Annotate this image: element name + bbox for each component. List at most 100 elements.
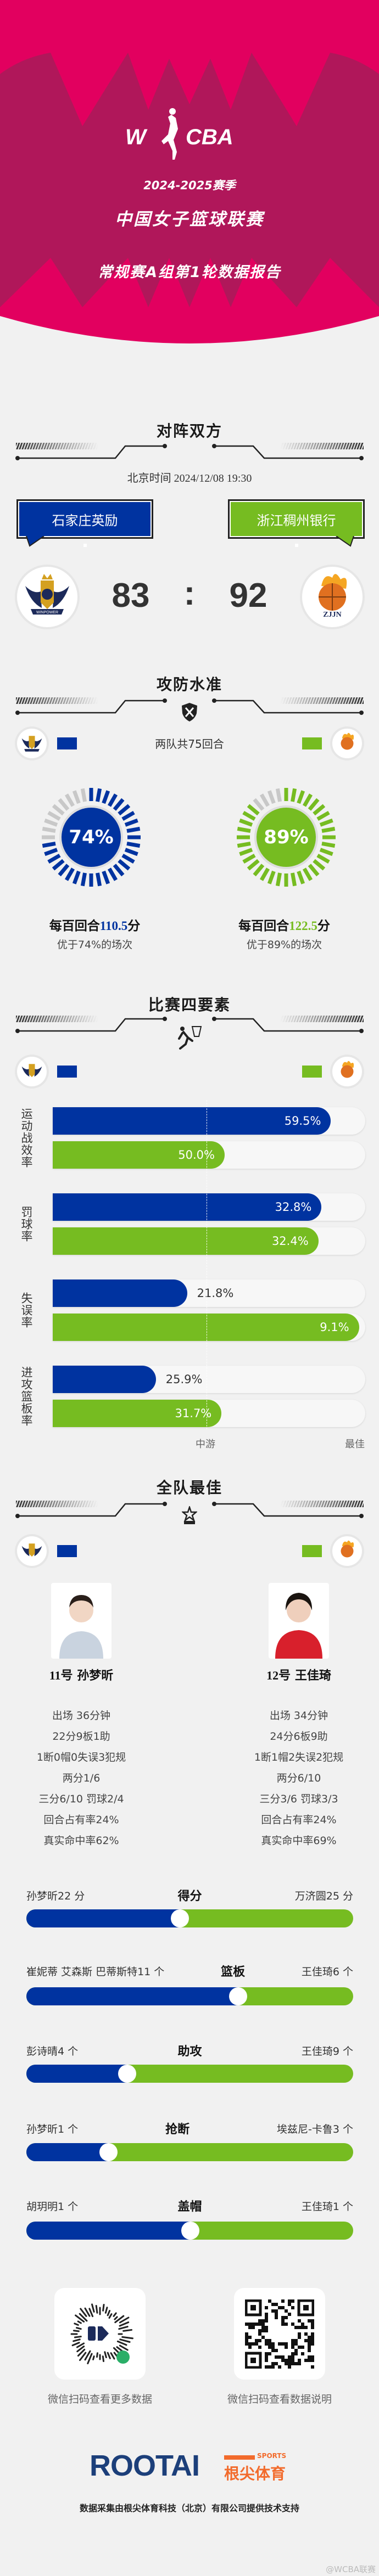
away-team-logo-small: [332, 1057, 362, 1086]
away-leader: 王佳琦6 个: [301, 1965, 353, 1978]
leader-bar: [26, 2222, 353, 2240]
factor-bar-away: 32.4%: [53, 1227, 365, 1255]
qr-left-caption: 微信扫码查看更多数据: [47, 2393, 152, 2405]
away-team-name: 浙江稠州银行: [228, 499, 365, 547]
leader-row-labels: 孙梦昕22 分 得分 万济圆25 分: [26, 1886, 353, 1904]
stat-line: 回合占有率24%: [43, 1814, 119, 1826]
factor-bar-away: 31.7%: [53, 1400, 365, 1427]
gauge-tick: [113, 864, 125, 877]
trophy-star-icon: [182, 1506, 197, 1524]
svg-text:W: W: [125, 125, 148, 149]
home-share: [26, 2222, 190, 2240]
stat-line: 出场 34分钟: [269, 1710, 328, 1722]
gauge-tick: [121, 853, 135, 864]
home-better-than: 优于74%的场次: [57, 939, 133, 951]
leader-category: 助攻: [177, 2045, 202, 2059]
stat-line: 三分6/10 罚球2/4: [38, 1793, 124, 1805]
possessions-label: 两队共75回合: [155, 737, 224, 751]
away-score: 92: [229, 577, 267, 615]
axis-label-mid: 中游: [196, 1439, 215, 1450]
stat-line: 真实命中率62%: [43, 1835, 119, 1847]
away-percentile-value: 89%: [257, 808, 316, 867]
home-percentile-value: 74%: [62, 808, 121, 867]
gauge-tick: [267, 870, 276, 884]
gauge-tick: [124, 818, 138, 827]
factor-bar-home: 21.8%: [53, 1279, 365, 1307]
split-knob: [118, 2065, 137, 2083]
bar-fill: [53, 1141, 225, 1169]
home-share: [26, 2065, 127, 2083]
split-knob: [229, 1987, 247, 2005]
gauge-tick: [321, 842, 336, 848]
home-team-logo-small: [17, 1536, 47, 1566]
away-legend-swatch: [302, 737, 322, 749]
bar-value: 50.0%: [178, 1148, 215, 1162]
home-leader: 孙梦昕1 个: [26, 2123, 79, 2135]
section-divider: [15, 1501, 364, 1518]
gauge-tick: [275, 788, 282, 802]
gauge-tick: [80, 788, 87, 802]
svg-text:WINPOWER: WINPOWER: [36, 611, 58, 615]
gauge-tick: [253, 798, 265, 811]
wcba-logo: W CBA: [125, 107, 255, 162]
home-legend-swatch: [57, 737, 77, 749]
report-header: W CBA 2024-2025赛季 中国女子篮球联赛 常规赛A组第1轮数据报告: [0, 0, 379, 351]
gauge-tick: [259, 793, 270, 807]
away-legend-swatch: [302, 1066, 322, 1078]
away-leader: 埃兹尼-卡鲁3 个: [277, 2123, 353, 2135]
gauge-tick: [107, 793, 118, 807]
bar-fill: [53, 1366, 156, 1393]
gauge-tick: [275, 872, 282, 887]
header-background: [0, 0, 379, 351]
stat-line: 1断0帽0失误3犯规: [36, 1751, 126, 1763]
stat-line: 出场 36分钟: [52, 1710, 111, 1722]
section-divider: [15, 1016, 364, 1033]
home-score: 83: [112, 577, 150, 615]
qr-right-caption: 微信扫码查看数据说明: [227, 2393, 332, 2405]
gauge-tick: [259, 867, 270, 881]
leader-bar: [26, 1909, 353, 1927]
leader-category: 得分: [177, 1890, 202, 1903]
league-name: 中国女子篮球联赛: [115, 210, 264, 229]
gauge-tick: [64, 793, 75, 807]
away-leader: 万济圆25 分: [294, 1890, 353, 1902]
gauge-tick: [47, 853, 61, 864]
away-leader: 王佳琦1 个: [301, 2200, 353, 2213]
flame-basketball-icon: [341, 1061, 354, 1078]
home-share: [26, 1909, 180, 1927]
weibo-watermark: @WCBA联赛: [326, 2564, 376, 2574]
axis-label-best: 最佳: [345, 1439, 365, 1450]
bar-fill: [53, 1314, 359, 1341]
factor-label: 罚球率: [20, 1206, 33, 1242]
leader-bar: [26, 2065, 353, 2083]
home-player-photo: [51, 1583, 112, 1659]
stat-line: 22分9板1助: [52, 1731, 110, 1743]
gauge-tick: [291, 788, 297, 802]
leader-bar: [26, 2143, 353, 2161]
eagle-crest-icon: WINPOWER: [25, 574, 69, 615]
flame-basketball-icon: [341, 1540, 354, 1558]
mini-program-qr-code[interactable]: [54, 2288, 146, 2380]
qr-code-icon: [245, 2299, 314, 2369]
data-explanation-qr-code[interactable]: [234, 2288, 325, 2380]
gauge-tick: [297, 790, 305, 804]
gauge-tick: [319, 818, 333, 827]
gauge-tick: [291, 872, 297, 887]
stat-line: 三分3/6 罚球3/3: [259, 1793, 338, 1805]
shield-swords-icon: [182, 703, 197, 721]
leader-category: 盖帽: [177, 2200, 202, 2214]
eagle-crest-icon: [21, 736, 42, 752]
eagle-crest-icon: [21, 1064, 42, 1078]
gauge-tick: [52, 859, 65, 871]
gauge-tick: [42, 842, 56, 848]
leader-category: 篮板: [221, 1965, 246, 1979]
stat-line: 两分1/6: [62, 1772, 101, 1784]
gauge-tick: [126, 842, 141, 848]
gauge-tick: [126, 826, 141, 833]
gauge-tick: [44, 848, 58, 856]
gauge-tick: [313, 804, 326, 816]
section-title-matchup: 对阵双方: [156, 422, 222, 440]
leader-bar: [26, 1987, 353, 2005]
bar-value: 9.1%: [320, 1321, 349, 1334]
svg-text:CBA: CBA: [186, 125, 233, 149]
